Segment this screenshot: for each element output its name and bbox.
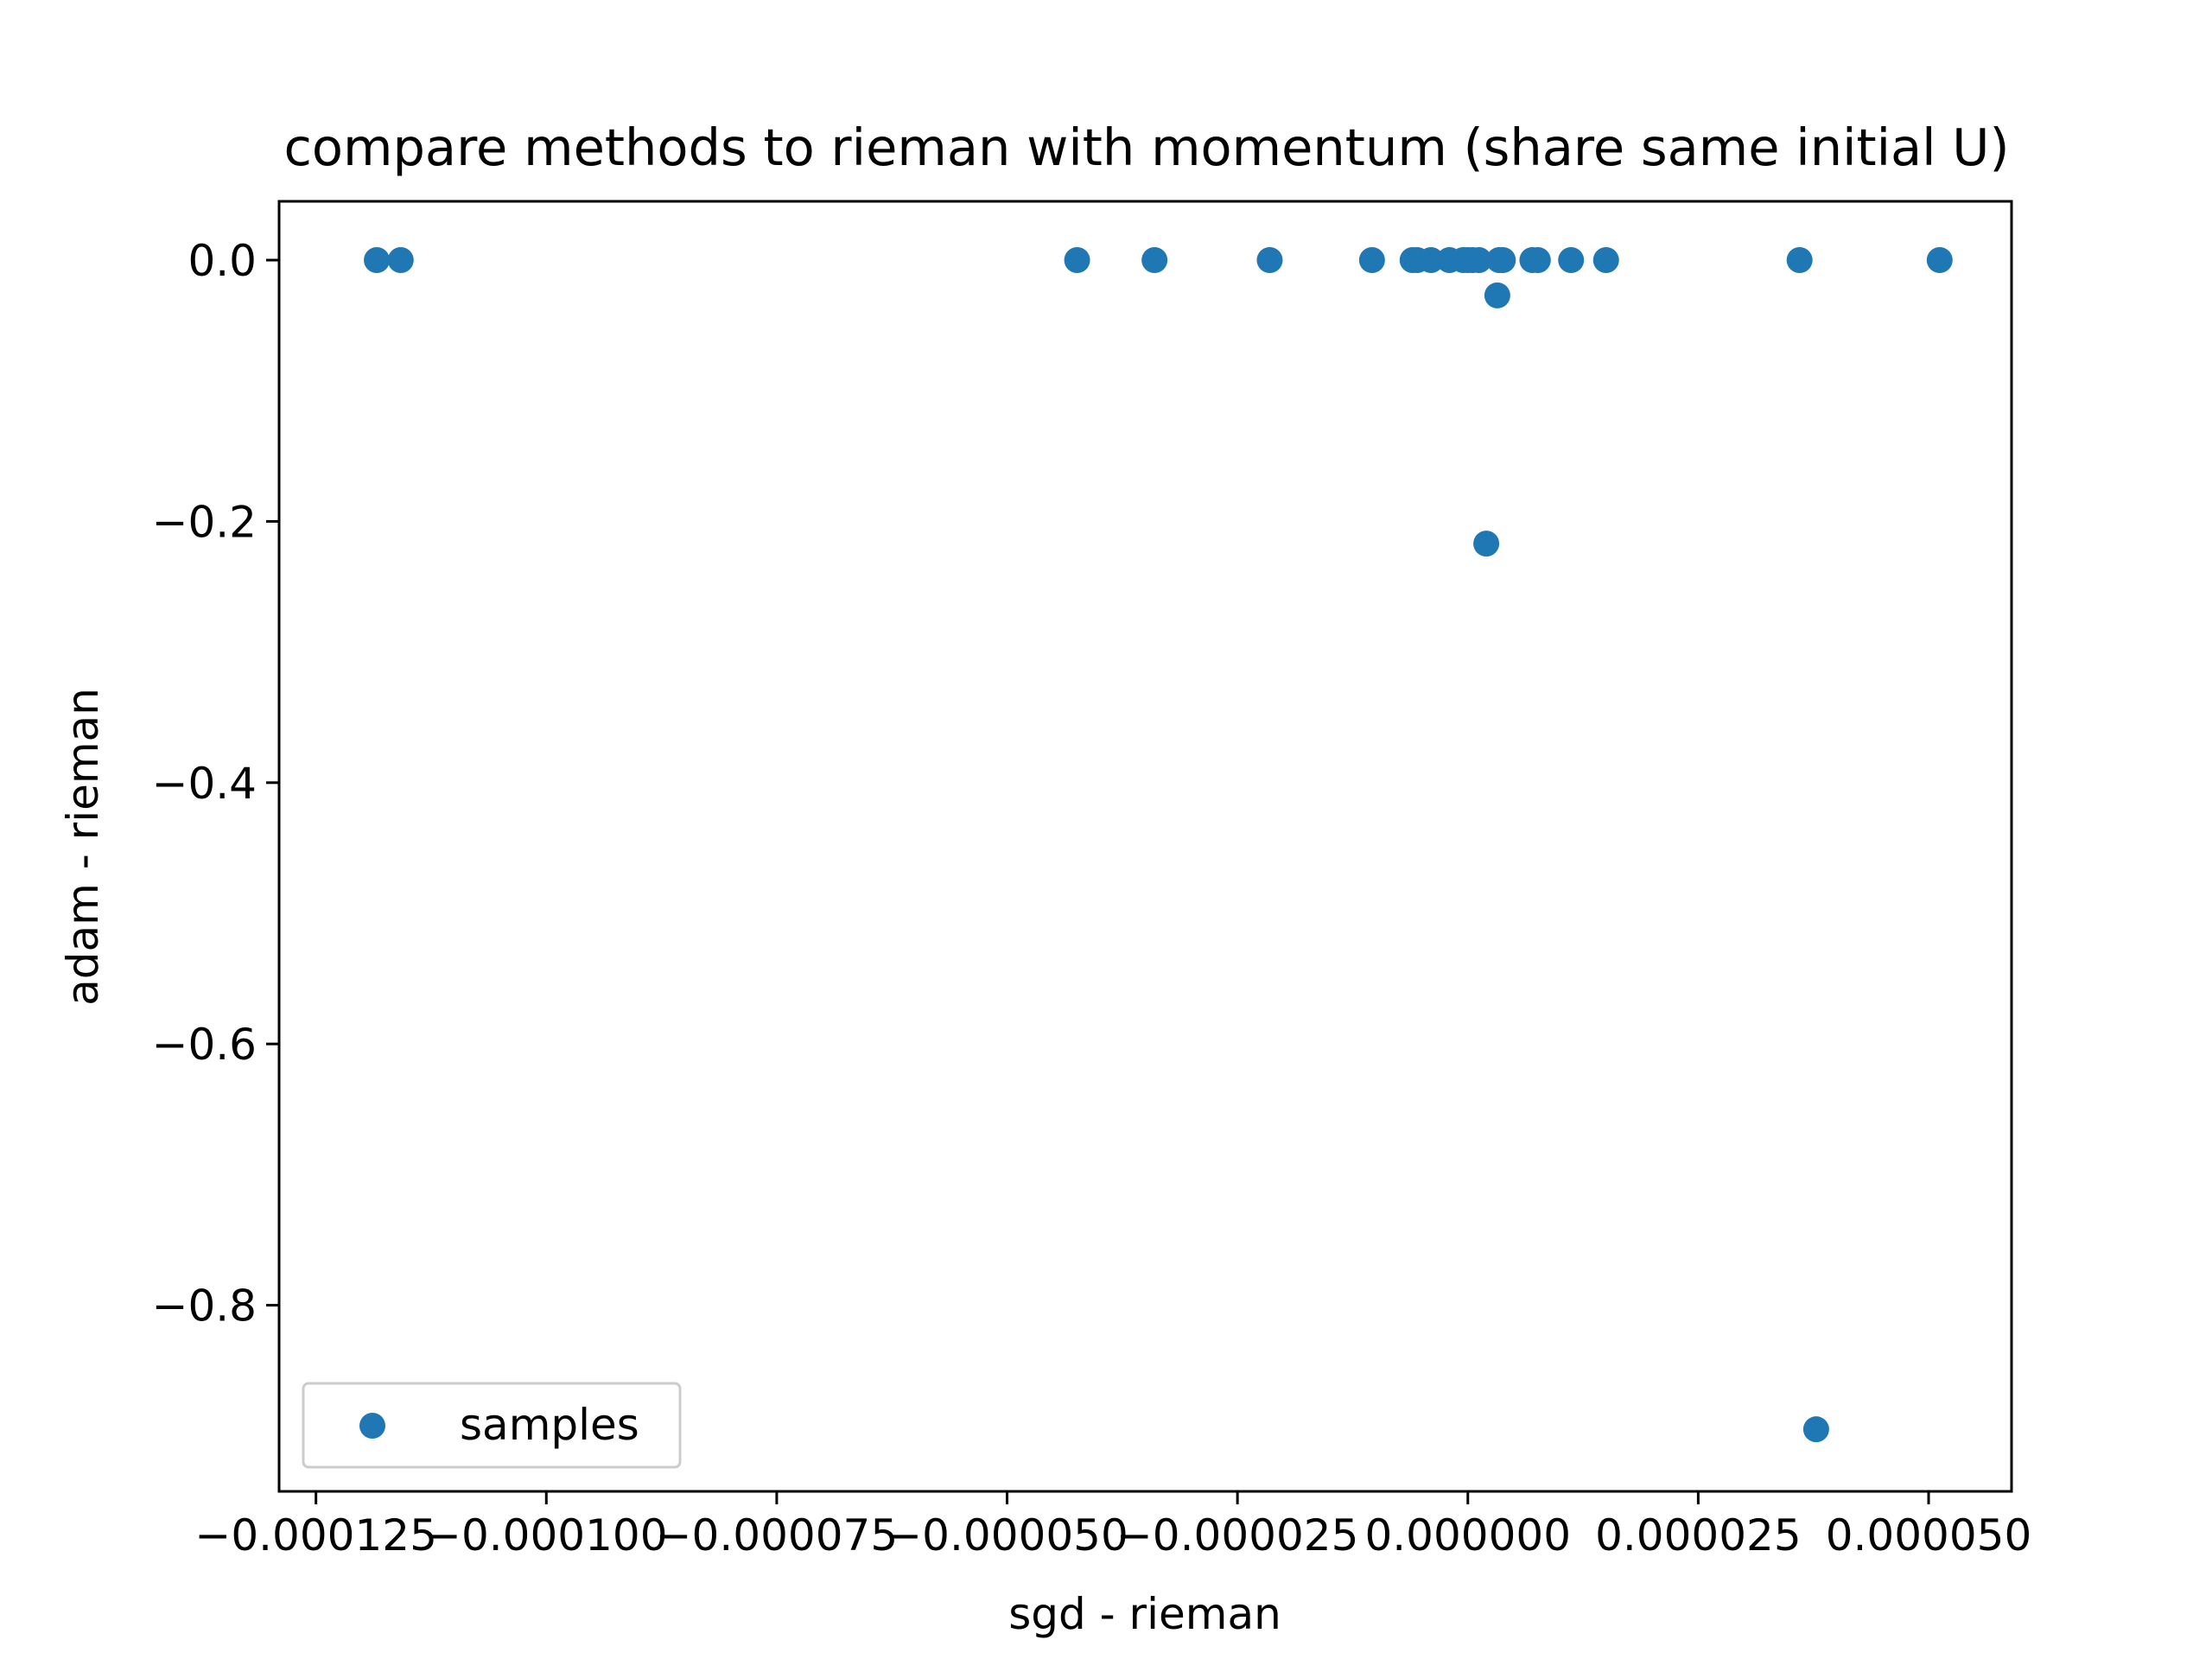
- x-tick-label: −0.000025: [1116, 1510, 1358, 1560]
- data-point: [1358, 247, 1385, 274]
- y-axis: 0.0 −0.2 −0.4 −0.6 −0.8: [152, 236, 279, 1332]
- legend-label: samples: [460, 1400, 639, 1450]
- x-axis-label: sgd - rieman: [1008, 1589, 1281, 1639]
- data-point: [1484, 282, 1510, 308]
- data-point: [1524, 247, 1551, 274]
- x-tick-label: −0.000125: [194, 1510, 436, 1560]
- data-point: [1473, 531, 1500, 557]
- data-point: [1926, 247, 1953, 274]
- chart-title: compare methods to rieman with momentum …: [283, 118, 2009, 177]
- x-tick-label: 0.000000: [1364, 1510, 1571, 1560]
- plot-frame: [277, 200, 2013, 1493]
- data-point: [1465, 247, 1492, 274]
- x-tick-label: 0.000025: [1595, 1510, 1802, 1560]
- data-point: [1064, 247, 1090, 274]
- x-tick-label: 0.000050: [1826, 1510, 2032, 1560]
- plot-marks: [364, 247, 1953, 1443]
- data-point: [1802, 1416, 1829, 1443]
- data-point: [1256, 247, 1283, 274]
- data-point: [1141, 247, 1168, 274]
- x-tick-label: −0.000050: [886, 1510, 1128, 1560]
- y-tick-label: −0.6: [152, 1020, 257, 1070]
- data-point: [387, 247, 414, 274]
- data-point: [1418, 247, 1445, 274]
- y-axis-label: adam - rieman: [58, 688, 108, 1006]
- data-point: [364, 247, 391, 274]
- x-axis: −0.000125−0.000100−0.000075−0.000050−0.0…: [194, 1491, 2031, 1560]
- data-point: [1558, 247, 1585, 274]
- data-point: [1490, 247, 1516, 274]
- data-point: [1592, 247, 1619, 274]
- x-tick-label: −0.000100: [425, 1510, 667, 1560]
- legend-frame: [302, 1382, 682, 1469]
- y-tick-label: −0.4: [152, 759, 257, 809]
- x-tick-label: −0.000075: [656, 1510, 898, 1560]
- legend-marker: [359, 1413, 385, 1439]
- y-tick-label: −0.2: [152, 497, 257, 547]
- y-tick-label: 0.0: [188, 236, 257, 286]
- data-point: [1786, 247, 1813, 274]
- y-tick-label: −0.8: [152, 1281, 257, 1332]
- legend: samples: [302, 1382, 682, 1469]
